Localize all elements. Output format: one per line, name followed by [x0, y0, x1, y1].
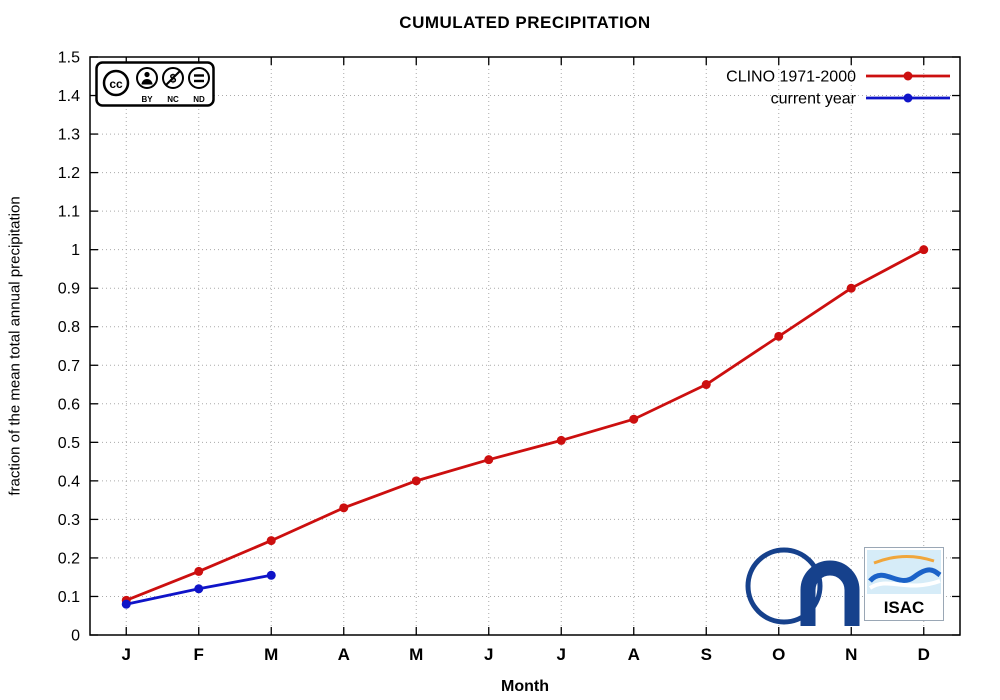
cnr-circle-icon: [745, 547, 823, 625]
cc-by-label: BY: [141, 95, 153, 104]
cc-by-icon: [136, 67, 158, 89]
x-tick-label: S: [701, 645, 712, 664]
series-marker-0: [701, 380, 711, 390]
y-tick-label: 1: [71, 242, 80, 259]
y-tick-label: 1.3: [58, 127, 80, 144]
x-tick-label: D: [918, 645, 930, 664]
cnr-logo: [745, 547, 860, 626]
isac-label: ISAC: [884, 598, 925, 617]
cc-icon-label: cc: [109, 77, 123, 91]
x-tick-label: M: [264, 645, 278, 664]
series-marker-0: [629, 414, 639, 424]
cc-nc-icon: [162, 67, 184, 89]
cc-icon: [102, 69, 130, 97]
cc-by-person-body-icon: [141, 79, 153, 85]
plot-border: [89, 56, 961, 636]
series-line-0: [125, 248, 925, 602]
y-tick-label: 0.1: [58, 589, 80, 606]
series-marker-0: [774, 331, 784, 341]
series-marker-0: [194, 566, 204, 576]
y-tick-label: 0.4: [58, 473, 80, 490]
y-tick-label: 0: [71, 628, 80, 645]
isac-wave-icon: [868, 567, 942, 583]
series-marker-0: [919, 245, 929, 255]
cc-nc-label: NC: [167, 95, 179, 104]
y-tick-label: 1.5: [58, 50, 80, 67]
series-marker-0: [484, 455, 494, 465]
y-tick-label: 1.4: [58, 88, 80, 105]
series-marker-1: [194, 584, 204, 594]
series-marker-0: [339, 503, 349, 513]
series-marker-1: [266, 570, 276, 580]
y-tick-label: 1.2: [58, 165, 80, 182]
isac-orange-arc-icon: [873, 555, 935, 565]
isac-white-wave-icon: [868, 579, 941, 590]
legend-label: current year: [771, 91, 857, 108]
isac-logo: ISAC: [864, 547, 944, 621]
legend-label: CLINO 1971-2000: [726, 69, 856, 86]
cc-license-badge: cc BY $ NC ND: [95, 61, 215, 107]
x-tick-label: A: [628, 645, 640, 664]
x-tick-label: A: [338, 645, 350, 664]
y-tick-label: 0.8: [58, 319, 80, 336]
x-tick-label: N: [845, 645, 857, 664]
cc-nd-label: ND: [193, 95, 205, 104]
y-tick-label: 0.7: [58, 358, 80, 375]
series-marker-0: [411, 476, 421, 486]
cc-nd-icon: [188, 67, 210, 89]
chart-title: CUMULATED PRECIPITATION: [399, 13, 651, 32]
legend-marker-sample: [903, 71, 913, 81]
x-tick-label: F: [194, 645, 204, 664]
series-marker-0: [846, 283, 856, 293]
y-tick-label: 0.5: [58, 435, 80, 452]
cc-by-person-icon: [144, 71, 150, 78]
y-tick-label: 0.6: [58, 396, 80, 413]
x-tick-label: O: [772, 645, 785, 664]
cnr-arch-icon: [800, 560, 860, 626]
series-marker-1: [121, 599, 131, 609]
x-tick-label: J: [484, 645, 493, 664]
x-axis-title: Month: [501, 678, 549, 695]
y-tick-label: 0.2: [58, 550, 80, 567]
y-tick-label: 0.3: [58, 512, 80, 529]
x-tick-label: M: [409, 645, 423, 664]
legend-marker-sample: [903, 93, 913, 103]
cc-nc-slash-icon: [165, 70, 181, 86]
series-marker-0: [556, 435, 566, 445]
x-tick-label: J: [557, 645, 566, 664]
y-tick-label: 1.1: [58, 204, 80, 221]
y-tick-label: 0.9: [58, 281, 80, 298]
x-tick-label: J: [122, 645, 131, 664]
series-marker-0: [266, 536, 276, 546]
